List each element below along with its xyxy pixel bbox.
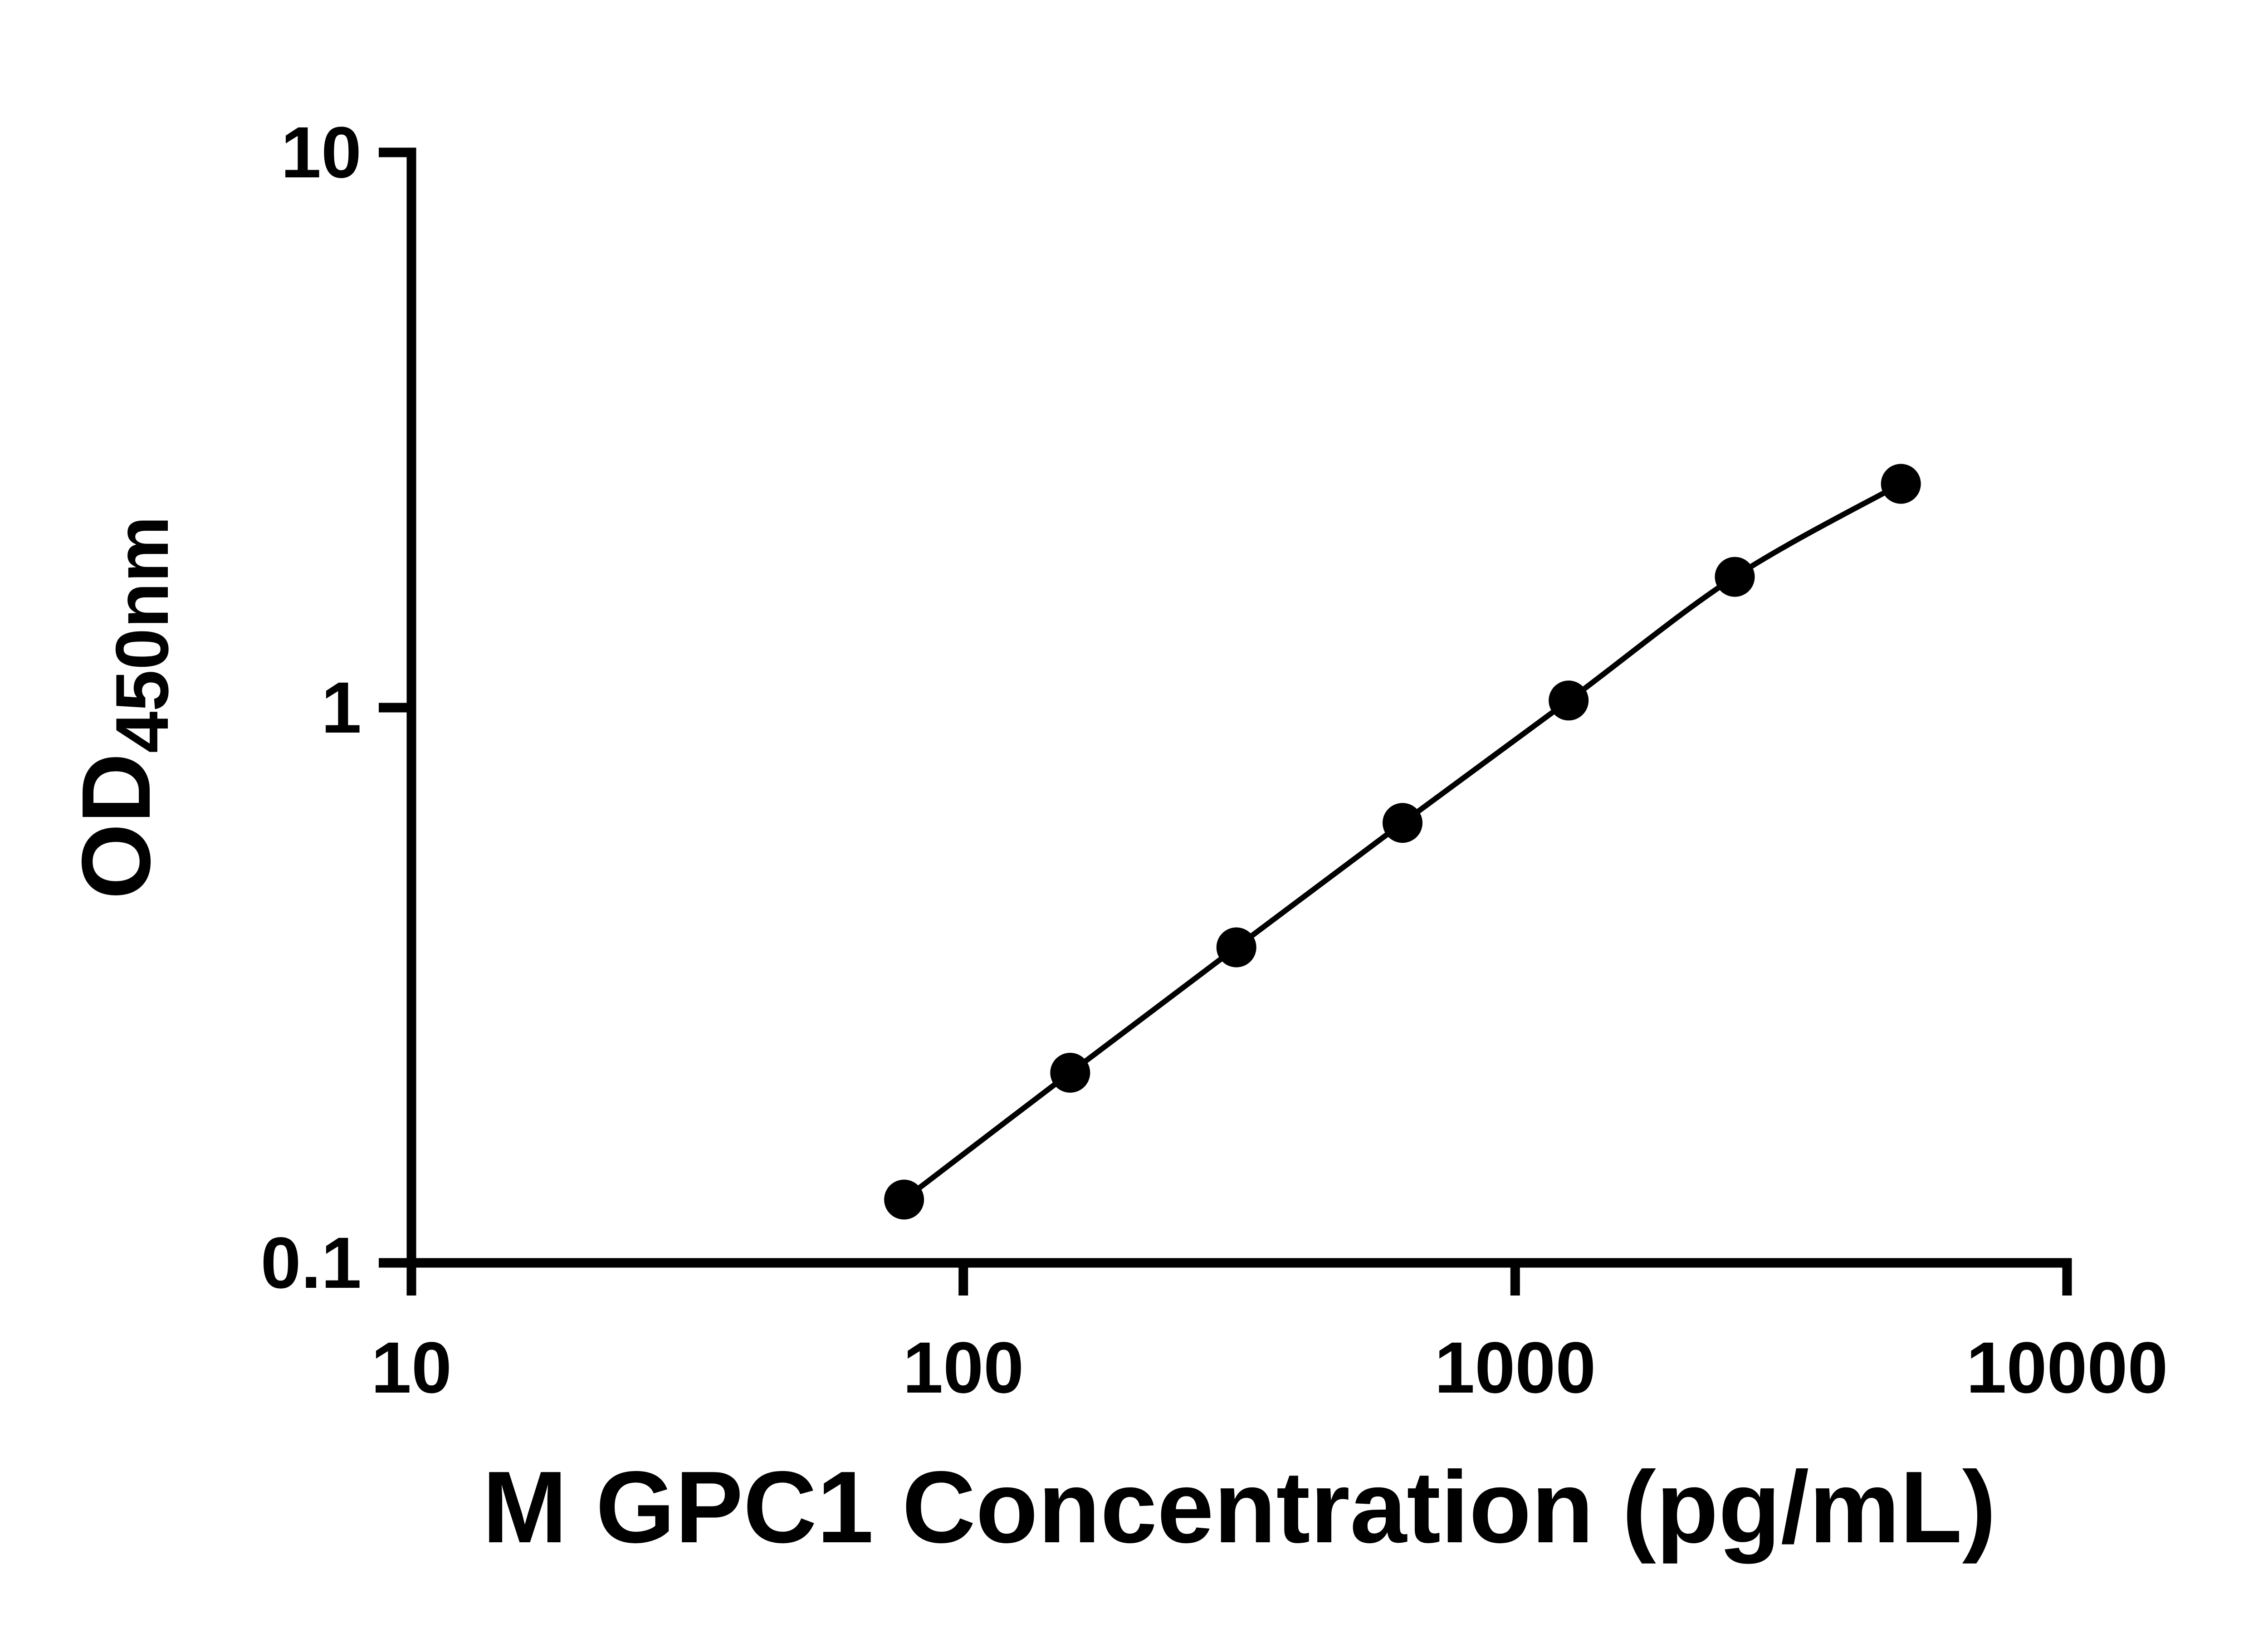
y-tick-label: 1 [321, 667, 362, 748]
data-point-marker [1383, 803, 1422, 843]
y-axis-title-sub: 450nm [100, 516, 184, 753]
data-point-marker [1216, 927, 1256, 968]
x-tick-label: 100 [903, 1327, 1024, 1408]
data-point-marker [1881, 464, 1921, 504]
y-tick-label: 0.1 [261, 1222, 362, 1303]
x-axis-title: M GPC1 Concentration (pg/mL) [482, 1450, 1996, 1564]
x-tick-label: 10 [371, 1327, 452, 1408]
data-point-marker [1050, 1052, 1090, 1093]
data-point-marker [884, 1179, 924, 1220]
data-point-marker [1549, 680, 1589, 721]
y-axis-title: OD450nm [61, 516, 184, 899]
y-axis-title-main: OD [61, 753, 171, 900]
data-point-marker [1715, 557, 1755, 597]
x-tick-label: 1000 [1434, 1327, 1596, 1408]
axis-spines [406, 147, 2072, 1268]
y-tick-label: 10 [281, 112, 362, 193]
x-tick-label: 10000 [1966, 1327, 2168, 1408]
